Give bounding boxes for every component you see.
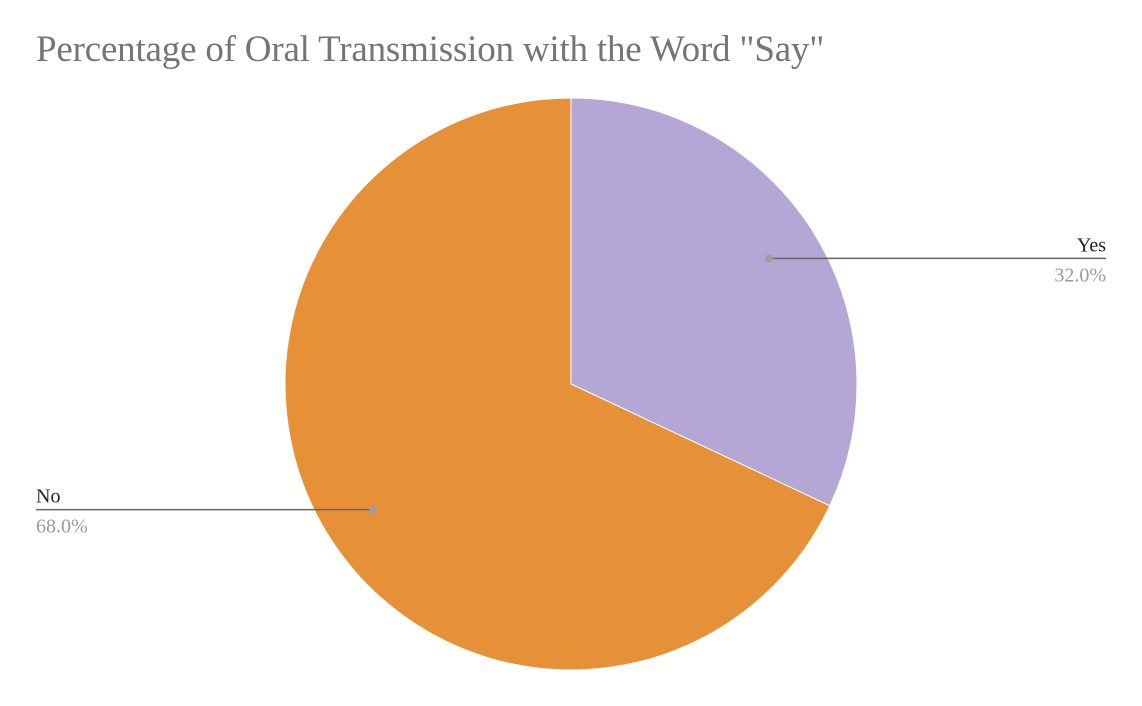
chart-title: Percentage of Oral Transmission with the… [36,29,825,70]
leader-dot-no [368,505,377,514]
pie-slice-yes [570,97,858,507]
pie-slice-no [284,97,831,671]
slices-layer [284,97,858,671]
labels-layer: Yes 32.0% No 68.0% [36,234,1106,538]
slice-percent-no: 68.0% [36,516,88,538]
slice-percent-yes: 32.0% [1054,264,1106,286]
slice-label-no: No [36,486,60,508]
leader-dot-yes [765,254,774,263]
slice-label-yes: Yes [1077,234,1106,256]
